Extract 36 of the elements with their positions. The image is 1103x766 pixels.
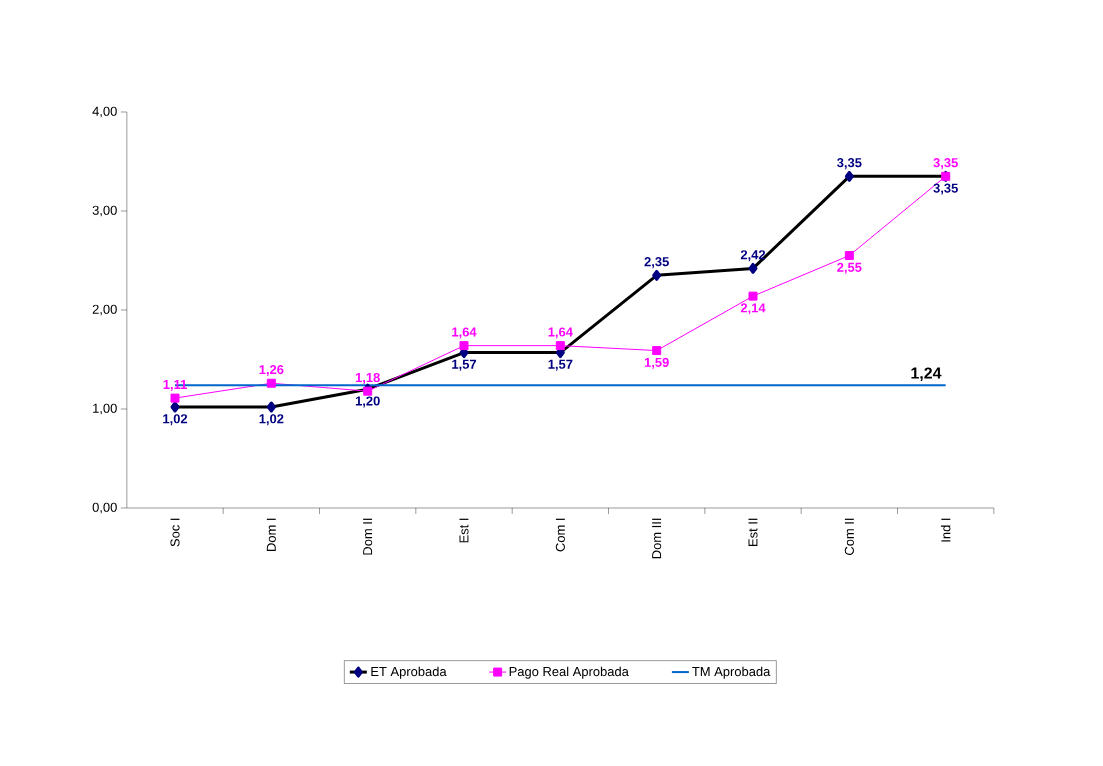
x-tick-label: Est II bbox=[748, 518, 758, 546]
x-tick-label: Dom I bbox=[266, 518, 276, 551]
x-tick-label: Ind I bbox=[940, 518, 951, 542]
data-label: 3,35 bbox=[933, 183, 958, 195]
x-tick-label: Com I bbox=[555, 518, 565, 552]
y-tick-label: 1,00 bbox=[93, 403, 117, 415]
data-label: 1,57 bbox=[548, 359, 573, 371]
x-tick-label: Dom III bbox=[652, 518, 662, 559]
data-label: 1,02 bbox=[259, 414, 284, 426]
y-tick-label: 0,00 bbox=[92, 502, 117, 514]
data-label: 2,55 bbox=[837, 262, 862, 274]
y-tick-label: 2,00 bbox=[92, 304, 117, 316]
data-label: 1,02 bbox=[163, 414, 188, 426]
data-label: 1,64 bbox=[548, 327, 573, 339]
legend-label: Pago Real Aprobada bbox=[509, 666, 629, 679]
x-tick-label: Est I bbox=[459, 518, 469, 543]
data-label: 1,18 bbox=[355, 372, 380, 384]
data-label: 1,64 bbox=[452, 327, 477, 339]
data-label: 1,59 bbox=[644, 357, 669, 369]
x-tick-label: Dom II bbox=[363, 518, 373, 555]
data-label: 1,57 bbox=[452, 359, 477, 371]
data-label: 2,35 bbox=[644, 257, 669, 269]
legend-label: TM Aprobada bbox=[692, 666, 771, 679]
data-label: 2,14 bbox=[740, 303, 766, 315]
data-label: 1,11 bbox=[163, 379, 187, 391]
data-label: 1,20 bbox=[355, 396, 380, 408]
y-tick-label: 4,00 bbox=[92, 106, 117, 118]
data-label: 3,35 bbox=[933, 158, 958, 170]
y-tick-label: 3,00 bbox=[92, 205, 117, 217]
data-label: 1,26 bbox=[259, 365, 284, 377]
legend-label: ET Aprobada bbox=[371, 666, 447, 679]
annotation: 1,24 bbox=[911, 367, 942, 382]
data-label: 3,35 bbox=[837, 158, 862, 170]
data-label: 2,42 bbox=[740, 250, 766, 262]
x-tick-label: Soc I bbox=[170, 518, 180, 547]
x-tick-label: Com II bbox=[844, 518, 854, 555]
